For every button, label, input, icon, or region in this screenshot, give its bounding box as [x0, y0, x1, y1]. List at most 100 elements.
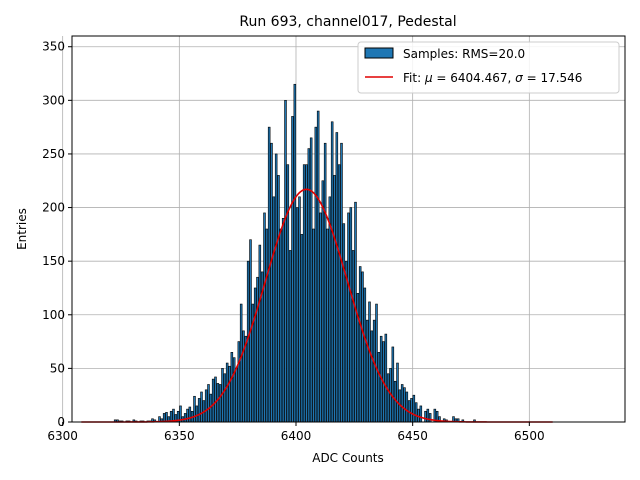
- y-tick-label: 350: [42, 40, 65, 54]
- y-tick-label: 100: [42, 308, 65, 322]
- histogram-bar: [337, 164, 341, 423]
- histogram-bar: [403, 387, 406, 423]
- histogram-bar: [419, 405, 423, 423]
- legend-sigma-value: = 17.546: [523, 71, 583, 85]
- histogram-bar: [365, 319, 369, 423]
- histogram-bar: [321, 180, 325, 423]
- histogram-bar: [384, 333, 388, 423]
- histogram-bar: [225, 362, 229, 423]
- y-tick-label: 200: [42, 201, 65, 215]
- histogram-bar: [239, 303, 243, 423]
- legend-bars-label: Samples: RMS=20.0: [403, 47, 525, 61]
- histogram-bar: [197, 398, 201, 423]
- legend-bars-swatch: [364, 47, 394, 59]
- histogram-bar: [195, 405, 199, 423]
- histogram-bar: [330, 121, 334, 423]
- histogram-bar: [228, 365, 231, 423]
- histogram-bar: [375, 303, 378, 423]
- histogram-bar: [377, 352, 381, 423]
- histogram-bar: [335, 132, 339, 423]
- histogram-bar: [295, 207, 299, 423]
- chart-title: Run 693, channel017, Pedestal: [239, 14, 456, 30]
- y-tick-label: 150: [42, 254, 65, 268]
- y-tick-label: 0: [57, 415, 65, 429]
- legend-fit-prefix: Fit:: [403, 71, 425, 85]
- histogram-bar: [424, 410, 427, 423]
- histogram-bar: [223, 373, 227, 423]
- legend-box: [357, 41, 620, 94]
- histogram-bar: [279, 228, 283, 423]
- histogram-bar: [412, 394, 416, 423]
- histogram-bar: [344, 260, 348, 423]
- histogram-bar: [314, 126, 318, 423]
- histogram-bar: [242, 330, 245, 423]
- histogram-bar: [200, 391, 203, 423]
- histogram-bar: [372, 319, 376, 423]
- histogram-bar: [428, 413, 432, 423]
- histogram-bar: [319, 212, 322, 423]
- histogram-bar: [300, 234, 304, 423]
- x-tick-label: 6300: [47, 429, 78, 443]
- histogram-bar: [258, 244, 262, 423]
- histogram-bar: [328, 196, 332, 423]
- histogram-bar: [265, 228, 269, 423]
- histogram-bar: [342, 223, 346, 423]
- histogram-bar: [235, 368, 238, 423]
- legend-mu-value: = 6404.467,: [433, 71, 516, 85]
- histogram-bar: [218, 384, 222, 423]
- histogram-bar: [391, 346, 395, 423]
- histogram-bar: [316, 110, 320, 423]
- histogram-bar: [293, 83, 297, 423]
- histogram-bar: [349, 207, 353, 423]
- histogram-bar: [405, 391, 409, 423]
- histogram-bar: [312, 228, 315, 423]
- legend-sigma-symbol: σ: [515, 71, 523, 85]
- histogram-bar: [277, 175, 280, 423]
- histogram-bar: [256, 276, 259, 423]
- histogram-bar: [253, 287, 257, 423]
- histogram-bar: [207, 384, 210, 423]
- x-axis-ticks: 6300 6350 6400 6450 6500: [47, 422, 545, 443]
- histogram-bar: [326, 228, 329, 423]
- histogram-bar: [270, 142, 273, 423]
- histogram-bar: [298, 196, 301, 423]
- x-tick-label: 6450: [397, 429, 428, 443]
- histogram-bar: [351, 250, 355, 423]
- histogram-bar: [188, 406, 192, 423]
- y-axis-label: Entries: [15, 208, 29, 250]
- histogram-bar: [410, 398, 413, 423]
- y-tick-label: 300: [42, 93, 65, 107]
- legend-mu-symbol: μ: [424, 71, 433, 85]
- legend-fit-label: Fit: μ = 6404.467, σ = 17.546: [403, 71, 582, 85]
- histogram-bar: [267, 126, 271, 423]
- histogram-bar: [347, 212, 350, 423]
- histogram-bar: [361, 271, 364, 423]
- histogram-bar: [263, 212, 266, 423]
- histogram-bar: [400, 384, 404, 423]
- y-tick-label: 250: [42, 147, 65, 161]
- histogram-bar: [302, 164, 306, 423]
- histogram-bar: [288, 250, 292, 423]
- histogram-bar: [333, 175, 336, 423]
- histogram-bar: [358, 266, 362, 423]
- histogram-bar: [363, 287, 367, 423]
- histogram-bar: [183, 413, 187, 423]
- histogram-bar: [305, 164, 308, 423]
- histogram-bar: [237, 341, 241, 423]
- histogram-bar: [274, 153, 278, 423]
- histogram-bar: [386, 373, 390, 423]
- histogram-bar: [230, 352, 234, 423]
- histogram-bar: [291, 116, 294, 423]
- histogram-bar: [281, 217, 285, 423]
- x-tick-label: 6500: [514, 429, 545, 443]
- histogram-bar: [309, 137, 313, 423]
- histogram-bar: [286, 164, 290, 423]
- histogram-bar: [396, 362, 399, 423]
- x-tick-label: 6350: [164, 429, 195, 443]
- histogram-bar: [370, 330, 374, 423]
- x-axis-label: ADC Counts: [312, 451, 384, 465]
- histogram-bar: [272, 196, 276, 423]
- histogram-bar: [323, 142, 327, 423]
- histogram-bar: [216, 383, 220, 423]
